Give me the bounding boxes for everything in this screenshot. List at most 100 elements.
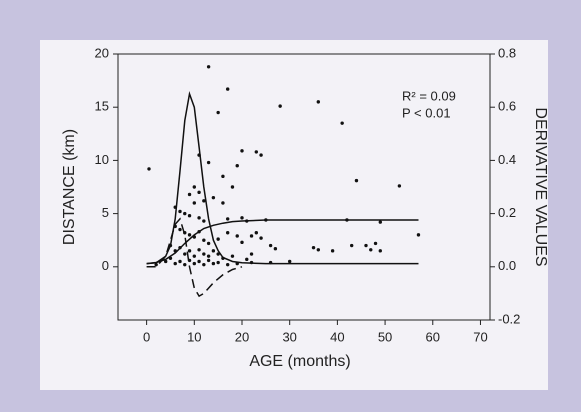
point [225,231,230,235]
line [146,217,243,298]
point [206,241,211,246]
point [278,104,282,108]
point [311,245,316,250]
annotation: P < 0.01 [402,105,451,120]
point [268,243,273,248]
point [369,248,373,252]
point [206,65,211,69]
point [240,240,244,245]
point [192,201,197,205]
y-tick-label: 5 [102,205,109,220]
point [192,185,197,189]
point [147,167,151,171]
point [364,243,368,248]
point [197,248,201,252]
y-tick-label: 0 [102,258,109,273]
plot-frame [117,53,491,321]
point [192,261,197,266]
point [330,249,335,253]
y2-tick-label: 0.2 [498,205,516,220]
point [187,249,192,253]
point [378,220,383,224]
point [273,247,278,251]
point [202,262,206,267]
point [178,209,182,214]
point [249,234,254,238]
point [197,216,201,220]
point [183,252,187,256]
point [211,195,216,200]
point [340,121,344,125]
point [206,254,211,258]
x-tick-label: 60 [426,329,440,344]
point [230,185,235,189]
point [235,164,239,168]
panel [40,40,548,390]
point [249,252,254,256]
y2-tick-label: 0.8 [498,45,516,60]
y-tick-label: 20 [95,45,109,60]
point [178,227,182,232]
point [245,257,249,262]
point [235,234,239,238]
point [211,249,216,253]
point [240,216,244,220]
point [202,199,206,203]
point [202,219,206,223]
line [146,219,419,265]
point [378,249,383,253]
x-axis-label: AGE (months) [249,353,350,370]
x-tick-label: 70 [473,329,487,344]
x-tick-label: 30 [282,329,296,344]
y2-tick-label: 0.4 [498,152,516,167]
point [197,190,201,195]
point [187,233,192,237]
point [316,100,321,104]
x-tick-label: 20 [235,329,249,344]
point [183,211,187,216]
point [373,241,378,246]
x-tick-label: 40 [330,329,344,344]
point [197,259,201,264]
point [230,254,235,258]
point [206,160,211,165]
point [202,238,206,242]
point [216,110,220,115]
point [259,236,263,240]
point [287,259,292,264]
point [163,259,168,264]
point [316,248,321,252]
point [178,259,182,264]
y-tick-label: 15 [95,99,109,114]
point [221,174,225,179]
y2-tick-label: -0.2 [498,311,520,326]
annotation: R² = 0.09 [402,88,456,103]
point [202,252,206,256]
x-tick-label: 10 [187,329,201,344]
point [349,243,354,248]
point [225,217,230,221]
point [259,153,263,157]
y-tick-label: 10 [95,152,109,167]
point [254,150,259,154]
point [187,192,192,197]
point [216,237,220,241]
x-tick-label: 50 [378,329,392,344]
point [225,87,230,91]
y-axis-label: DISTANCE (km) [61,129,78,245]
point [206,258,211,263]
point [416,233,421,237]
point [225,262,230,267]
point [254,231,259,235]
point [187,214,192,218]
point [183,262,187,267]
point [216,260,220,265]
point [192,254,197,258]
point [240,149,244,153]
point [154,262,158,267]
point [173,261,177,266]
point [397,184,402,188]
y2-tick-label: 0.0 [498,258,516,273]
point [211,261,216,266]
